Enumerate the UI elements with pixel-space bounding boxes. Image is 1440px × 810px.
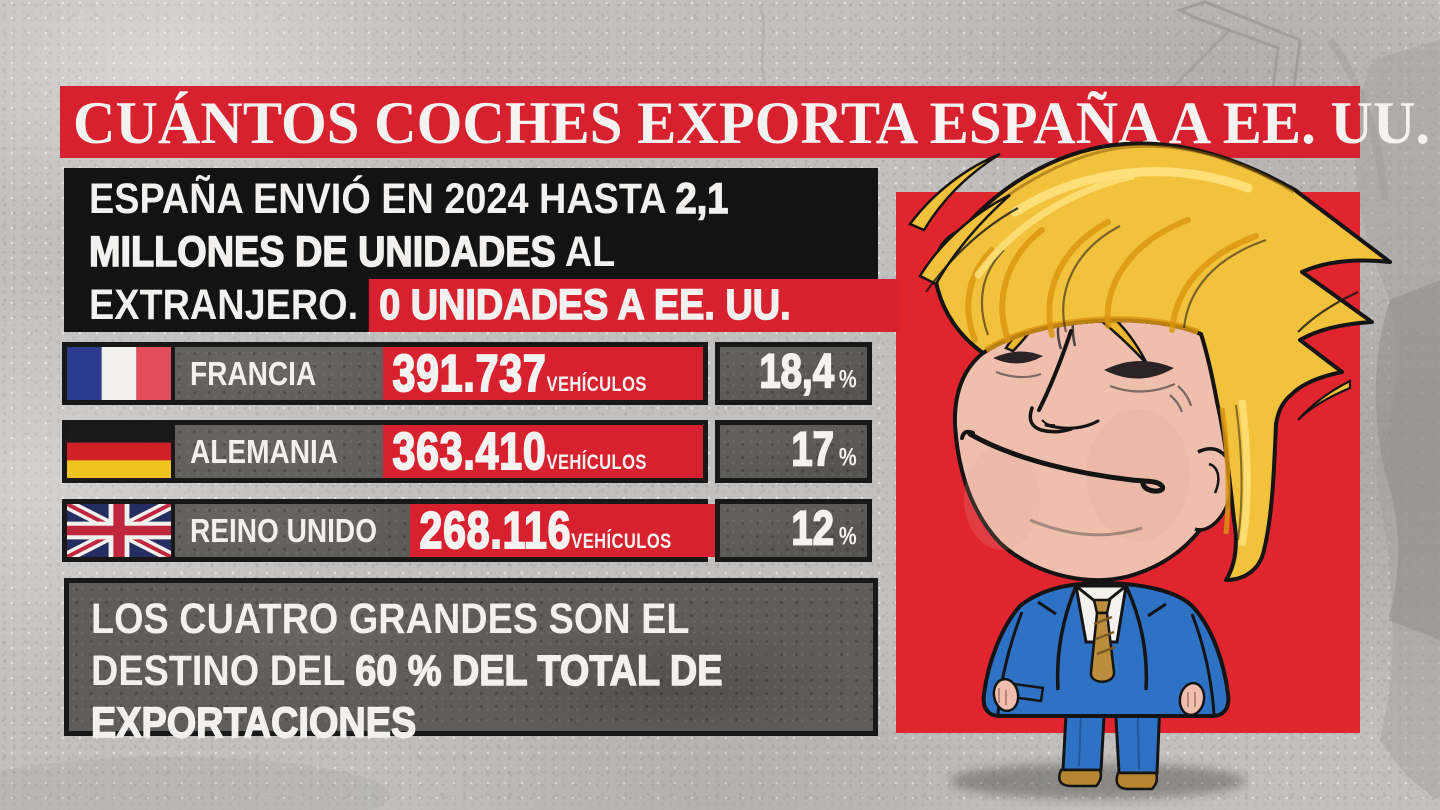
vehicles-count: 363.410 (392, 422, 547, 482)
vehicles-unit-label: VEHÍCULOS (571, 529, 672, 553)
france-flag-icon (67, 347, 175, 400)
intro-line-1: ESPAÑA ENVIÓ EN 2024 HASTA 2,1 (89, 173, 783, 226)
vehicles-unit-label: VEHÍCULOS (546, 450, 647, 474)
vehicles-unit-label: VEHÍCULOS (546, 372, 647, 396)
intro-bold-text: 2,1 (675, 174, 729, 224)
vehicles-value-box: 268.116 VEHÍCULOS (410, 501, 731, 561)
summary-line-3: EXPORTACIONES (90, 697, 779, 749)
country-row-main: ALEMANIA 363.410 VEHÍCULOS (62, 420, 708, 483)
united-kingdom-flag-icon (67, 504, 175, 557)
percent-box: 17% (715, 420, 872, 483)
vehicles-count: 391.737 (392, 344, 547, 404)
percent-value: 12 (791, 501, 835, 556)
summary-bold-text: EXPORTACIONES (90, 698, 417, 748)
country-label: FRANCIA (190, 354, 317, 392)
percent-value: 18,4 (759, 344, 835, 399)
germany-flag-icon (67, 425, 175, 478)
intro-line-3: EXTRANJERO. 0 UNIDADES A EE. UU. (89, 279, 901, 332)
summary-line-1: LOS CUATRO GRANDES SON EL (91, 595, 690, 643)
intro-box: ESPAÑA ENVIÓ EN 2024 HASTA 2,1 MILLONES … (64, 168, 901, 332)
summary-box: LOS CUATRO GRANDES SON EL DESTINO DEL 60… (64, 578, 878, 748)
percent-sign: % (839, 364, 857, 393)
intro-bold-text: MILLONES DE UNIDADES (88, 227, 556, 277)
vehicles-count: 268.116 (419, 501, 572, 561)
percent-box: 18,4% (715, 342, 872, 405)
highlighted-zero-units: 0 UNIDADES A EE. UU. (368, 279, 901, 332)
intro-text: AL (555, 228, 616, 276)
percent-sign: % (839, 521, 857, 550)
country-row-france: FRANCIA 391.737 VEHÍCULOS 18,4% (62, 342, 872, 405)
trump-caricature (908, 141, 1392, 799)
summary-bold-text: 60 % DEL TOTAL DE (355, 646, 724, 696)
intro-line-2: MILLONES DE UNIDADES AL (88, 226, 783, 279)
percent-box: 12% (715, 499, 872, 562)
country-row-germany: ALEMANIA 363.410 VEHÍCULOS 17% (62, 420, 872, 483)
country-row-main: FRANCIA 391.737 VEHÍCULOS (62, 342, 708, 405)
vehicles-value-box: 363.410 VEHÍCULOS (383, 422, 703, 482)
intro-text: EXTRANJERO. (89, 281, 369, 329)
intro-text: ESPAÑA ENVIÓ EN 2024 HASTA (89, 175, 676, 223)
country-label: ALEMANIA (190, 432, 339, 470)
summary-line-2: DESTINO DEL 60 % DEL TOTAL DE (91, 646, 724, 696)
country-label: REINO UNIDO (190, 511, 378, 549)
page-title: CUÁNTOS COCHES EXPORTA ESPAÑA A EE. UU. (73, 90, 1431, 156)
country-row-uk: REINO UNIDO 268.116 VEHÍCULOS 12% (62, 499, 872, 562)
vehicles-value-box: 391.737 VEHÍCULOS (383, 344, 703, 404)
country-row-main: REINO UNIDO 268.116 VEHÍCULOS (62, 499, 731, 562)
trump-hair (933, 141, 1392, 582)
percent-sign: % (839, 442, 857, 471)
percent-value: 17 (791, 422, 835, 477)
